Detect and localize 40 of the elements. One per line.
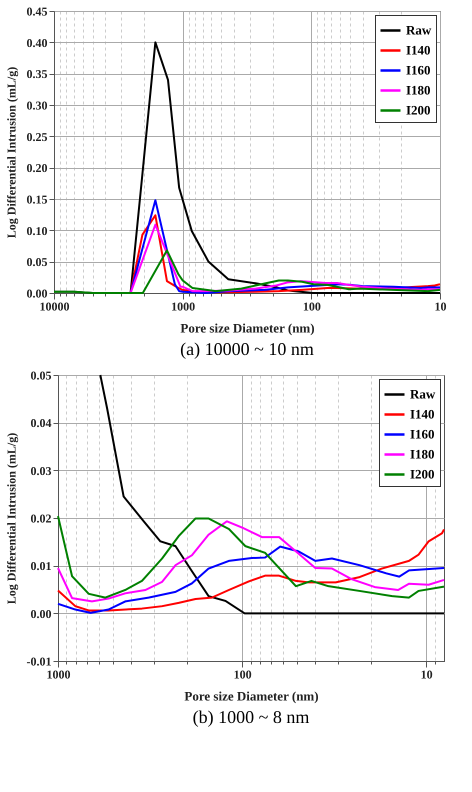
y-tick-label: 0.03 bbox=[30, 464, 52, 478]
legend-label: Raw bbox=[406, 22, 432, 38]
y-tick-label: 0.05 bbox=[30, 368, 52, 382]
y-tick-label: 0.02 bbox=[30, 512, 52, 526]
x-tick-label: 10000 bbox=[40, 300, 70, 314]
y-tick-label: 0.25 bbox=[26, 130, 48, 144]
x-tick-label: 10 bbox=[434, 300, 446, 314]
y-tick-label: -0.01 bbox=[26, 654, 52, 668]
legend-label: I180 bbox=[406, 82, 431, 98]
y-tick-label: 0.35 bbox=[26, 67, 48, 82]
y-tick-label: 0.15 bbox=[26, 192, 48, 206]
y-tick-label: 0.45 bbox=[26, 4, 48, 18]
text: (b) 1000 ~ 8 nm bbox=[192, 707, 310, 727]
y-tick-label: 0.20 bbox=[26, 161, 48, 176]
y-tick-label: 0.30 bbox=[26, 98, 48, 112]
legend-label: I200 bbox=[406, 102, 431, 118]
y-tick-label: 0.10 bbox=[26, 224, 48, 238]
legend-label: I160 bbox=[410, 426, 435, 442]
y-tick-label: 0.05 bbox=[26, 255, 48, 270]
y-tick-label: 0.00 bbox=[26, 286, 48, 300]
legend-label: Raw bbox=[410, 386, 436, 402]
text: (a) 10000 ~ 10 nm bbox=[180, 339, 314, 359]
x-tick-label: 100 bbox=[234, 668, 252, 682]
legend-label: I160 bbox=[406, 62, 431, 78]
x-axis-title: Pore size Diameter (nm) bbox=[180, 320, 315, 336]
y-axis-title: Log Differential Intrusion (mL/g) bbox=[4, 66, 18, 238]
legend-label: I140 bbox=[410, 406, 435, 422]
legend-label: I180 bbox=[410, 446, 435, 462]
y-tick-label: 0.00 bbox=[30, 606, 52, 621]
y-tick-label: 0.01 bbox=[30, 559, 52, 574]
y-tick-label: 0.40 bbox=[26, 36, 48, 50]
y-axis-title: Log Differential Intrusion (mL/g) bbox=[4, 432, 19, 604]
x-tick-label: 1000 bbox=[46, 668, 70, 682]
legend-label: I140 bbox=[406, 42, 431, 58]
y-tick-label: 0.04 bbox=[30, 416, 52, 430]
x-tick-label: 100 bbox=[302, 300, 321, 314]
legend-label: I200 bbox=[410, 466, 435, 482]
x-tick-label: 10 bbox=[420, 668, 433, 682]
x-tick-label: 1000 bbox=[171, 300, 196, 314]
x-axis-title: Pore size Diameter (nm) bbox=[184, 688, 319, 704]
